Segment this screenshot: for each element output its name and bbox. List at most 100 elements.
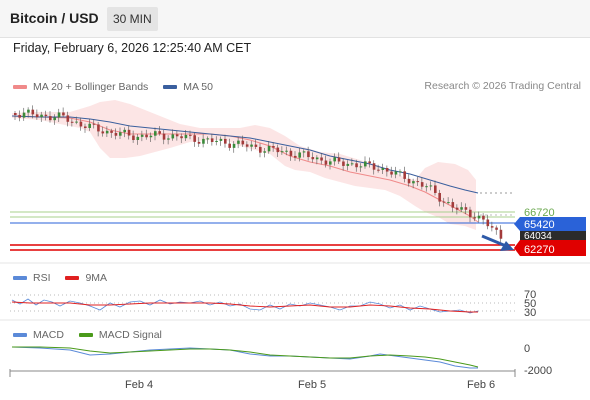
legend-rsi[interactable]: RSI [13, 272, 51, 284]
ma50-label: MA 50 [183, 81, 213, 93]
candle-down [294, 155, 297, 158]
candle-down [97, 124, 100, 132]
candle-up [250, 144, 253, 147]
candle-up [429, 185, 433, 187]
legend-macd-signal[interactable]: MACD Signal [78, 329, 162, 341]
macd-legend: MACD MACD Signal [13, 328, 174, 341]
candle-down [276, 147, 280, 153]
candle-down [14, 113, 17, 115]
candle-up [123, 129, 126, 133]
rsi-level-70: 70 [524, 289, 536, 301]
candle-down [403, 171, 406, 179]
candle-up [105, 130, 109, 134]
candle-down [101, 131, 105, 134]
candle-up [232, 143, 236, 148]
candle-down [499, 229, 503, 239]
macd-level-minus-2000: -2000 [524, 365, 552, 377]
candle-down [110, 130, 113, 133]
candle-up [302, 151, 306, 153]
candle-down [355, 163, 358, 168]
candle-down [307, 151, 310, 158]
candle-down [145, 134, 148, 138]
legend-bollinger[interactable]: MA 20 + Bollinger Bands [13, 81, 148, 93]
candle-down [162, 133, 166, 140]
legend-9ma[interactable]: 9MA [65, 272, 107, 284]
candle-down [132, 135, 135, 140]
candle-down [455, 207, 459, 210]
price-tag-support: 62270 [514, 240, 586, 256]
candle-down [228, 143, 231, 148]
candle-up [412, 181, 415, 184]
candle-down [438, 192, 441, 202]
price-tag-current-bg [514, 217, 586, 231]
candle-down [320, 157, 323, 161]
candle-down [451, 202, 455, 208]
bollinger-band-fill [12, 100, 476, 230]
candle-down [79, 121, 83, 127]
candle-up [237, 140, 240, 144]
legend-macd[interactable]: MACD [13, 329, 64, 341]
candle-down [175, 134, 179, 137]
macd-signal-line [12, 346, 479, 368]
candle-up [75, 121, 78, 123]
candle-down [464, 207, 468, 210]
candle-down [420, 182, 424, 187]
candle-up [22, 112, 26, 118]
main-legend: MA 20 + Bollinger Bands MA 50 [13, 80, 225, 93]
candle-down [189, 134, 192, 136]
candle-up [140, 134, 144, 137]
price-tag-support-text: 62270 [524, 244, 555, 256]
time-label-feb4: Feb 4 [125, 379, 153, 391]
rsi-swatch [13, 276, 27, 280]
candle-down [442, 201, 446, 203]
forecast-arrow-line [481, 234, 507, 248]
copyright-text: Research © 2026 Trading Central [424, 80, 581, 92]
candle-down [62, 112, 65, 116]
candle-up [381, 168, 385, 170]
candle-down [490, 226, 494, 228]
candle-down [324, 160, 328, 165]
candle-down [49, 116, 52, 121]
price-tag-upper: 66720 [524, 207, 555, 219]
candle-up [184, 134, 188, 139]
rsi-label: RSI [33, 272, 51, 284]
candle-up [219, 138, 223, 141]
candle-up [202, 138, 205, 144]
price-tag-upper-text: 66720 [524, 207, 555, 219]
ma20-line [11, 115, 479, 223]
candle-down [114, 132, 118, 136]
9ma-label: 9MA [85, 272, 108, 284]
candle-down [245, 144, 249, 147]
candle-up [119, 132, 122, 136]
candle-up [171, 134, 175, 139]
candle-up [53, 117, 56, 121]
candle-down [84, 126, 87, 129]
macd-level-0: 0 [524, 343, 530, 355]
candle-up [315, 157, 319, 160]
candle-down [259, 146, 262, 153]
header-bar: Bitcoin / USD 30 MIN [0, 0, 590, 38]
candle-down [469, 209, 472, 218]
candle-up [27, 109, 30, 113]
candle-down [289, 150, 293, 156]
candle-down [241, 140, 245, 145]
price-tag-mid-bg [520, 231, 586, 240]
candle-down [210, 138, 214, 143]
candle-down [224, 138, 227, 144]
candle-up [215, 140, 218, 143]
candle-down [92, 123, 96, 125]
candle-down [193, 135, 196, 142]
ma50-swatch [163, 85, 178, 89]
candle-down [180, 136, 183, 139]
candle-up [460, 207, 463, 210]
candle-down [44, 114, 48, 117]
candle-down [272, 146, 275, 148]
timeframe-badge[interactable]: 30 MIN [107, 7, 158, 31]
candle-up [346, 163, 350, 166]
candle-up [167, 138, 170, 140]
candle-up [477, 215, 481, 219]
legend-ma50[interactable]: MA 50 [163, 81, 213, 93]
candlesticks [14, 105, 503, 243]
candle-up [149, 135, 153, 138]
